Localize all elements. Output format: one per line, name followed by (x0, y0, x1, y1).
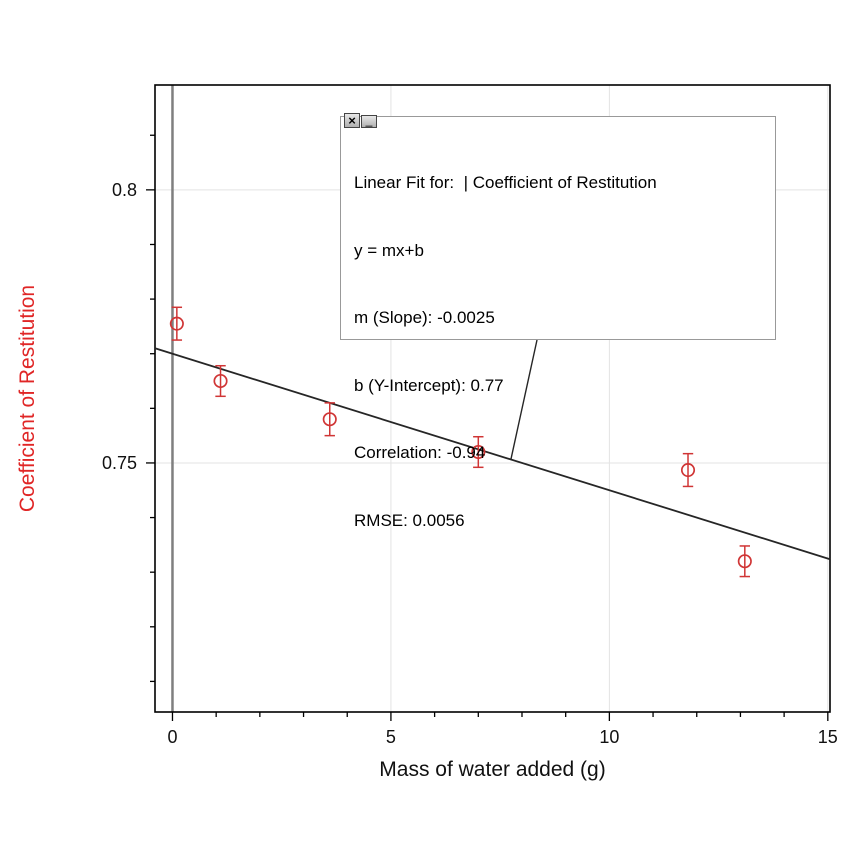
plot-frame (154, 84, 831, 713)
fit-box-content: Linear Fit for: | Coefficient of Restitu… (341, 117, 775, 578)
y-axis-title[interactable]: Coefficient of Restitution (16, 285, 39, 512)
data-point[interactable] (213, 373, 228, 389)
data-point[interactable] (737, 554, 752, 569)
x-tick-label: 10 (599, 727, 619, 747)
data-point[interactable] (169, 316, 184, 331)
fit-rmse-line: RMSE: 0.0056 (354, 510, 465, 530)
data-point[interactable] (680, 462, 696, 478)
x-axis-title[interactable]: Mass of water added (g) (379, 758, 605, 781)
x-tick-label: 0 (167, 727, 177, 747)
fit-line[interactable] (154, 347, 831, 561)
fit-intercept-line: b (Y-Intercept): 0.77 (354, 375, 504, 395)
minimize-icon[interactable]: _ (361, 114, 377, 128)
data-point[interactable] (471, 444, 486, 460)
linear-fit-info-box[interactable]: × _ Linear Fit for: | Coefficient of Res… (340, 113, 776, 530)
x-tick-label: 5 (386, 727, 396, 747)
fit-equation: y = mx+b (354, 240, 424, 260)
fit-box-connector-line (510, 339, 538, 460)
y-tick-label: 0.75 (102, 453, 137, 473)
data-point[interactable] (322, 412, 337, 427)
y-tick-label: 0.8 (112, 180, 137, 200)
fit-box-title: Linear Fit for: | Coefficient of Restitu… (354, 173, 657, 192)
x-tick-label: 15 (818, 727, 838, 747)
fit-correlation-line: Correlation: -0.94 (354, 443, 486, 462)
close-icon[interactable]: × (344, 113, 360, 128)
fit-slope-line: m (Slope): -0.0025 (354, 308, 495, 327)
